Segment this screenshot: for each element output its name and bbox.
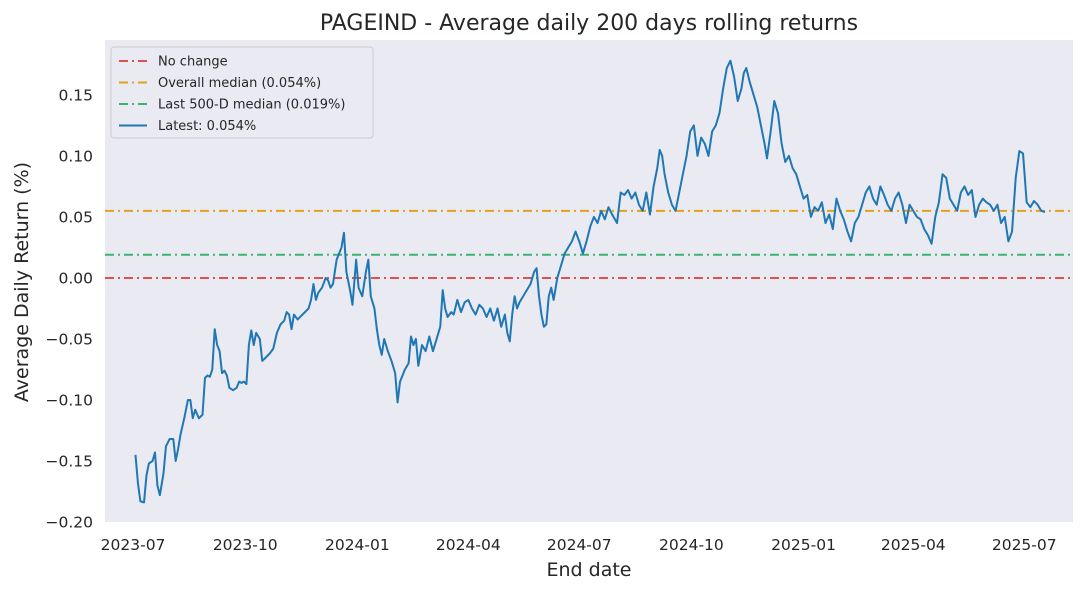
reference-lines	[105, 209, 1073, 279]
x-tick-label: 2025-04	[881, 536, 946, 554]
x-tick-label: 2024-04	[436, 536, 501, 554]
series-layer	[134, 59, 1046, 504]
x-tick-label: 2023-10	[213, 536, 278, 554]
y-axis-label: Average Daily Return (%)	[11, 162, 33, 402]
x-tick-label: 2023-07	[101, 536, 166, 554]
y-tick-label: −0.05	[46, 330, 94, 348]
y-tick-label: −0.20	[46, 514, 94, 532]
x-tick-label: 2025-01	[771, 536, 836, 554]
x-tick-label: 2025-07	[992, 536, 1057, 554]
x-tick-label: 2024-01	[325, 536, 390, 554]
legend-entries: No change Overall median (0.054%) Last 500…	[119, 55, 345, 134]
chart-title: PAGEIND - Average daily 200 days rolling…	[320, 11, 858, 36]
x-axis-label: End date	[547, 559, 632, 581]
x-tick-label: 2024-10	[659, 536, 724, 554]
legend-label: Last 500-D median (0.019%)	[158, 98, 345, 113]
legend-label: No change	[158, 55, 228, 70]
series-line-0	[134, 59, 1046, 504]
legend-label: Latest: 0.054%	[158, 119, 256, 134]
y-tick-label: −0.15	[46, 452, 94, 470]
y-tick-label: 0.00	[58, 269, 93, 287]
y-tick-label: −0.10	[46, 391, 94, 409]
y-tick-label: 0.05	[58, 208, 93, 226]
legend: No change Overall median (0.054%) Last 500…	[110, 46, 374, 139]
y-tick-label: 0.10	[58, 147, 93, 165]
x-axis-ticks: 2023-07 2023-10 2024-01 2024-04 2024-07 2024-…	[101, 536, 1057, 554]
x-tick-label: 2024-07	[547, 536, 612, 554]
y-tick-label: 0.15	[58, 86, 93, 104]
y-axis-ticks: 0.15 0.10 0.05 0.00 −0.05 −0.10 −0.15 −0.20	[46, 86, 94, 531]
legend-label: Overall median (0.054%)	[158, 76, 321, 91]
legend-box	[110, 46, 374, 139]
